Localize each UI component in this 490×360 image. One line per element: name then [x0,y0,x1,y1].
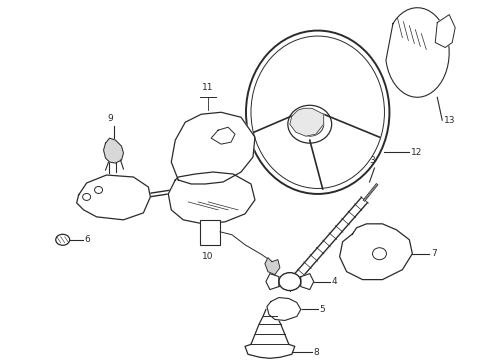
Polygon shape [386,8,449,97]
Text: 10: 10 [202,252,214,261]
Ellipse shape [95,186,102,193]
Ellipse shape [251,36,385,189]
Polygon shape [168,172,255,224]
Ellipse shape [246,31,390,194]
Polygon shape [265,258,280,275]
Polygon shape [172,112,255,184]
Text: 5: 5 [319,305,325,314]
Text: 8: 8 [314,348,319,357]
Polygon shape [251,310,289,345]
Polygon shape [435,15,455,48]
Text: 13: 13 [444,116,456,125]
Polygon shape [340,224,413,280]
Text: 7: 7 [431,249,437,258]
Ellipse shape [56,234,70,245]
Text: 12: 12 [412,148,423,157]
Ellipse shape [372,248,387,260]
Ellipse shape [288,105,332,143]
Text: 4: 4 [332,277,337,286]
Polygon shape [301,274,314,289]
Ellipse shape [279,273,301,291]
Polygon shape [211,127,235,144]
Polygon shape [267,298,301,320]
Polygon shape [103,138,123,163]
Ellipse shape [83,193,91,201]
Text: 3: 3 [369,156,375,165]
Ellipse shape [296,112,324,136]
Text: 11: 11 [202,83,214,92]
Polygon shape [290,108,324,136]
Text: 1: 1 [104,148,109,157]
Bar [200,220,220,245]
Polygon shape [245,345,295,358]
Text: 9: 9 [108,114,113,123]
Polygon shape [76,175,150,220]
Polygon shape [266,274,279,289]
Text: 6: 6 [85,235,90,244]
